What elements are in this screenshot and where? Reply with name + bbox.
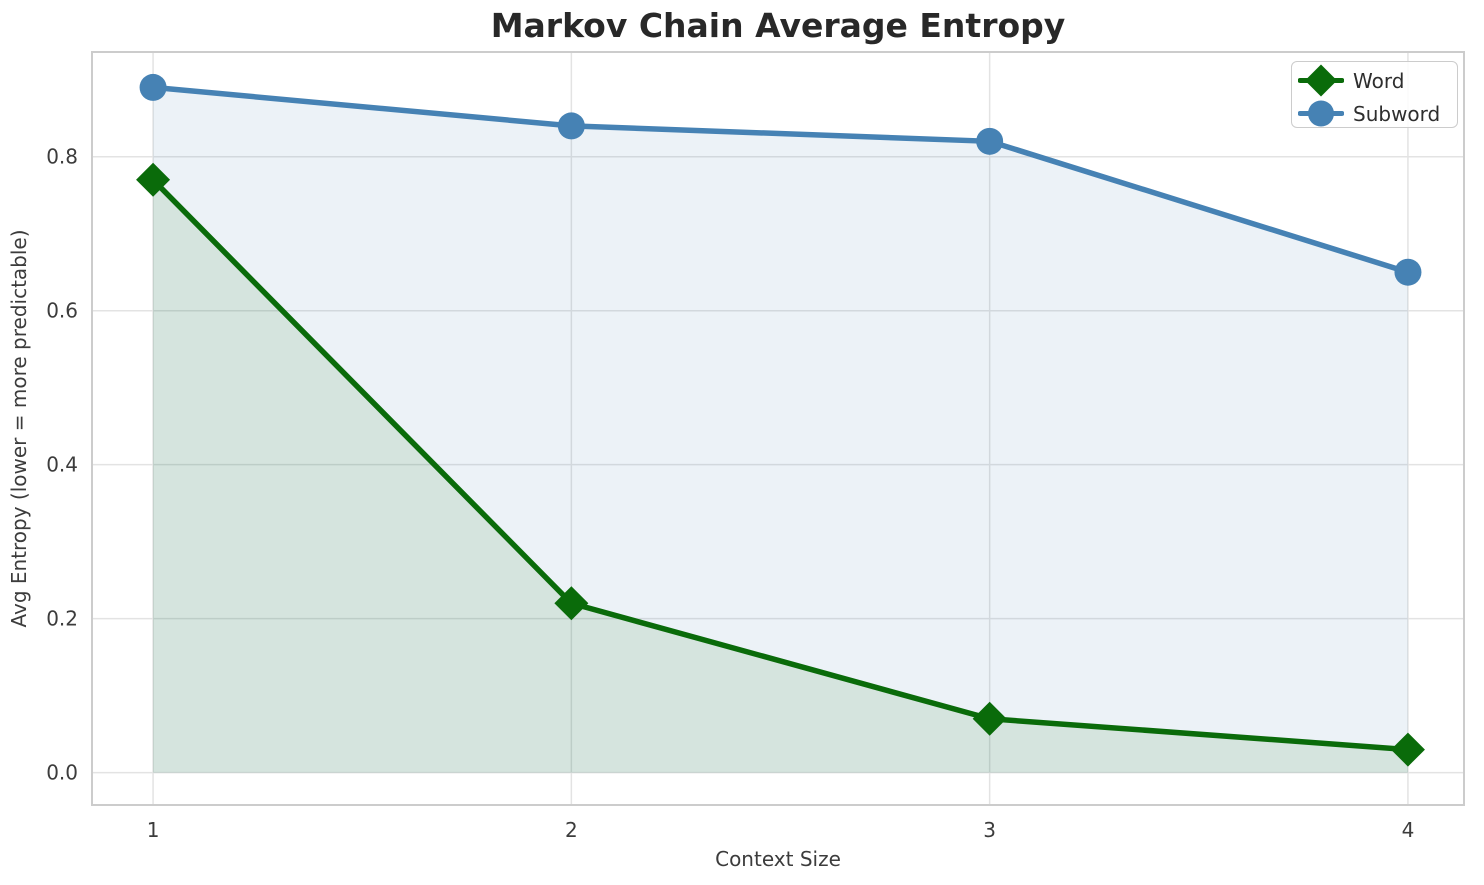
y-tick-label: 0.2 [46,607,78,631]
data-point-word [972,701,1007,736]
chart-title: Markov Chain Average Entropy [490,6,1066,45]
data-point-subword [976,127,1004,155]
legend-item-word: Word [1298,64,1449,97]
series-line-subword [150,84,1411,275]
y-tick-label: 0.8 [46,145,78,169]
x-tick-label: 4 [1402,818,1415,842]
legend-circle-sample [1308,100,1334,127]
y-tick-label: 0.4 [46,453,78,477]
area-fill-subword [153,87,1408,773]
series-line-word [150,177,1411,753]
y-axis-label: Avg Entropy (lower = more predictable) [7,229,31,627]
y-tick-label: 0.6 [46,299,78,323]
legend-item-subword: Subword [1298,97,1449,130]
data-point-subword [139,73,167,101]
x-tick-label: 1 [147,818,160,842]
x-tick-label: 2 [565,818,578,842]
y-tick-label: 0.0 [46,761,78,785]
area-fill-word [153,179,1408,773]
legend-label-subword: Subword [1353,101,1441,126]
data-point-word [136,162,171,197]
x-tick-label: 3 [983,818,996,842]
data-point-subword [1394,258,1422,286]
subword-circle-marker-icon [1298,100,1344,127]
legend: Word Subword [1291,61,1458,128]
data-point-word [554,586,589,621]
legend-label-word: Word [1353,68,1405,93]
data-point-subword [557,112,585,140]
x-axis-label: Context Size [715,847,841,871]
plot-border [91,51,1465,806]
legend-diamond-sample [1305,64,1337,97]
data-point-word [1390,732,1425,767]
word-diamond-marker-icon [1298,64,1344,97]
